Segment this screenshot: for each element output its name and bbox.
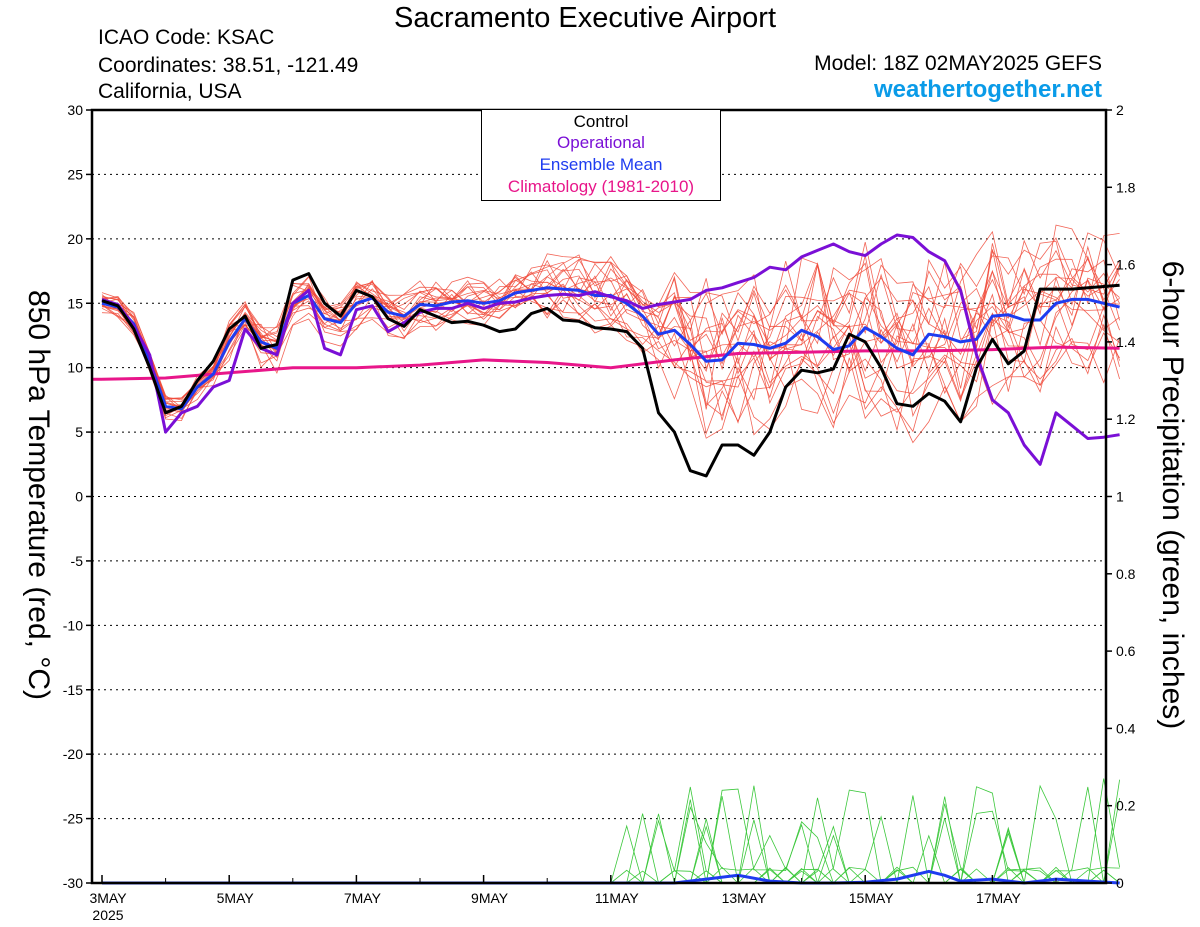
- y-axis-label-left: 850 hPa Temperature (red, °C): [22, 290, 55, 700]
- axis-ticks: -30-25-20-15-10-505101520253000.20.40.60…: [63, 102, 1136, 923]
- y-axis-label-right: 6-hour Precipitation (green, inches): [1156, 260, 1189, 730]
- y-tick-label: 0: [75, 489, 83, 505]
- y2-tick-label: 0.6: [1116, 643, 1136, 659]
- location: California, USA: [98, 80, 242, 103]
- y2-tick-label: 1.6: [1116, 257, 1136, 273]
- control-line: [101, 272, 1120, 478]
- precip-member-line: [102, 797, 1120, 884]
- y2-tick-label: 1.4: [1116, 334, 1136, 350]
- legend-control: Control: [573, 112, 629, 131]
- x-tick-label: 11MAY: [595, 890, 639, 906]
- y-tick-label: -25: [63, 811, 83, 827]
- x-tick-label: 3MAY: [89, 890, 127, 906]
- ensemble-member-line: [101, 237, 1120, 408]
- y-tick-label: -10: [63, 617, 83, 633]
- precipitation-lines: [102, 778, 1120, 885]
- precip-member-line: [102, 779, 1120, 884]
- y-tick-label: 30: [67, 102, 83, 118]
- ensemble-member-line: [101, 258, 1120, 410]
- precip-member-line: [102, 784, 1120, 884]
- y-tick-label: 10: [67, 360, 83, 376]
- ensemble-member-line: [101, 230, 1120, 400]
- y2-tick-label: 1.8: [1116, 179, 1136, 195]
- x-tick-sublabel: 2025: [92, 907, 123, 923]
- precip-member-line: [102, 785, 1120, 884]
- climatology-line: [101, 345, 1120, 381]
- ensemble-member-line: [101, 240, 1120, 401]
- y2-tick-label: 0.2: [1116, 798, 1136, 814]
- x-tick-label: 15MAY: [849, 890, 895, 906]
- chart-title: Sacramento Executive Airport: [393, 2, 776, 34]
- plot-frame: [90, 108, 1108, 885]
- legend: [481, 109, 721, 201]
- x-tick-label: 5MAY: [217, 890, 255, 906]
- y2-tick-label: 1: [1116, 489, 1124, 505]
- operational-line: [101, 233, 1120, 466]
- y2-tick-label: 1.2: [1116, 411, 1136, 427]
- legend-ensemble-mean: Ensemble Mean: [539, 155, 663, 174]
- y2-tick-label: 2: [1116, 102, 1124, 118]
- ensemble-member-line: [101, 295, 1120, 444]
- y-tick-label: 20: [67, 231, 83, 247]
- legend-operational: Operational: [557, 133, 645, 152]
- y2-tick-label: 0.8: [1116, 566, 1136, 582]
- y-tick-label: 5: [75, 424, 83, 440]
- ensemble-member-line: [101, 279, 1120, 417]
- y-tick-label: 15: [67, 295, 83, 311]
- ensemble-member-line: [101, 249, 1120, 412]
- grid-lines: [92, 173, 1106, 820]
- x-tick-label: 17MAY: [976, 890, 1022, 906]
- y2-tick-label: 0.4: [1116, 720, 1136, 736]
- model-run: Model: 18Z 02MAY2025 GEFS: [814, 52, 1102, 75]
- y-tick-label: -5: [71, 553, 84, 569]
- x-tick-label: 13MAY: [722, 890, 768, 906]
- ensemble-member-line: [101, 294, 1120, 435]
- precip-member-line: [102, 786, 1120, 884]
- precip-member-line: [102, 786, 1120, 885]
- ensemble-member-line: [101, 292, 1120, 432]
- icao-code: ICAO Code: KSAC: [98, 26, 275, 49]
- y-tick-label: -30: [63, 875, 83, 891]
- x-tick-label: 7MAY: [344, 890, 382, 906]
- x-tick-label: 9MAY: [471, 890, 509, 906]
- ensemble-member-line: [101, 285, 1120, 433]
- coordinates: Coordinates: 38.51, -121.49: [98, 54, 359, 77]
- y2-tick-label: 0: [1116, 875, 1124, 891]
- y-tick-label: 25: [67, 166, 83, 182]
- precip-member-line: [102, 778, 1120, 884]
- site-link[interactable]: weathertogether.net: [873, 76, 1102, 103]
- y-tick-label: -20: [63, 746, 83, 762]
- precip-member-line: [102, 813, 1120, 884]
- series-lines: [92, 233, 1120, 478]
- legend-climatology: Climatology (1981-2010): [507, 177, 695, 196]
- y-tick-label: -15: [63, 682, 83, 698]
